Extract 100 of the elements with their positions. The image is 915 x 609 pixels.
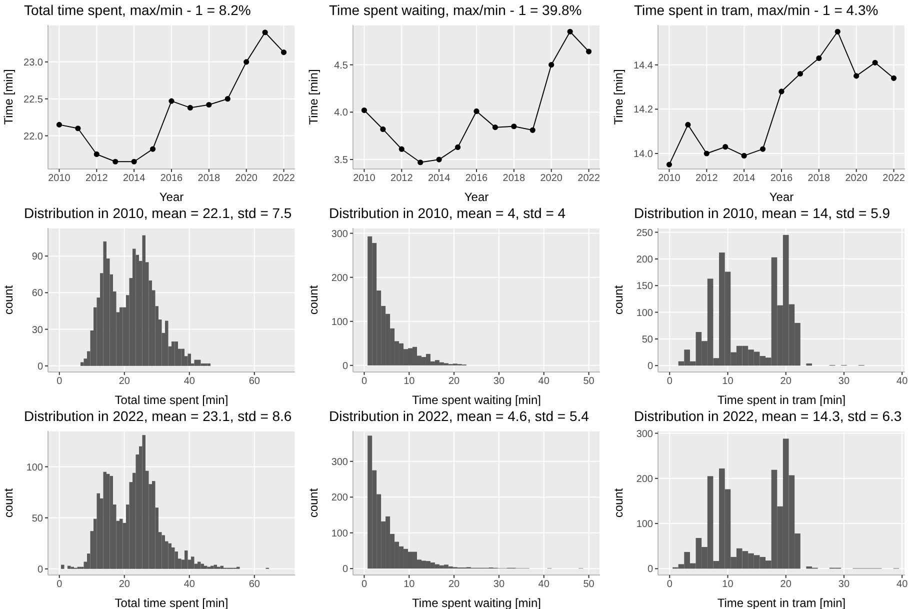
- x-tick-label: 2022: [882, 173, 906, 184]
- chart-title: Time spent in tram, max/min - 1 = 4.3%: [633, 1, 880, 20]
- y-axis-title: Time [min]: [306, 69, 320, 125]
- y-tick-label: 200: [636, 254, 654, 266]
- x-tick-label: 20: [780, 376, 792, 388]
- x-tick-label: 2014: [122, 173, 146, 184]
- y-tick-label: 0: [37, 564, 44, 576]
- x-tick-label: 20: [118, 376, 130, 388]
- y-tick-label: 200: [636, 474, 654, 485]
- chart-title: Time spent waiting, max/min - 1 = 39.8%: [328, 1, 583, 20]
- x-tick-label: 50: [583, 376, 595, 388]
- y-tick-label: 22.5: [24, 94, 44, 106]
- x-tick-label: 0: [666, 579, 673, 590]
- y-tick-label: 22.0: [24, 131, 44, 142]
- x-axis-title: Year: [769, 190, 794, 204]
- x-tick-label: 2020: [235, 173, 258, 184]
- x-tick-label: 10: [722, 376, 734, 388]
- x-tick-label: 0: [56, 579, 63, 590]
- x-axis-title: Year: [159, 190, 184, 204]
- x-tick-label: 2018: [198, 173, 220, 184]
- chart-title: Distribution in 2010, mean = 22.1, std = 7.5: [23, 204, 293, 223]
- x-tick-label: 40: [184, 376, 196, 388]
- x-tick-label: 30: [838, 579, 850, 590]
- x-tick-label: 2020: [540, 173, 563, 184]
- y-tick-label: 14.4: [634, 60, 654, 72]
- x-tick-label: 2010: [353, 173, 376, 184]
- x-tick-label: 20: [448, 579, 460, 590]
- y-tick-label: 14.0: [634, 149, 654, 160]
- y-tick-label: 0: [647, 361, 654, 372]
- chart-title: Distribution in 2022, mean = 4.6, std = 5.4: [328, 407, 590, 426]
- x-tick-label: 50: [583, 579, 595, 590]
- y-axis-title: count: [306, 488, 320, 518]
- x-tick-label: 40: [184, 579, 196, 590]
- x-tick-label: 2018: [502, 173, 526, 184]
- y-tick-label: 100: [331, 528, 348, 540]
- x-tick-label: 2012: [696, 173, 718, 184]
- y-tick-label: 4.0: [334, 108, 348, 119]
- y-tick-label: 60: [32, 288, 44, 300]
- x-tick-label: 40: [538, 376, 550, 388]
- x-tick-label: 60: [248, 376, 260, 388]
- x-tick-label: 40: [896, 579, 908, 590]
- x-tick-label: 2014: [732, 173, 756, 184]
- chart-title: Distribution in 2010, mean = 4, std = 4: [328, 204, 567, 223]
- x-tick-label: 30: [838, 376, 850, 388]
- y-tick-label: 200: [331, 492, 348, 504]
- chart-title: Distribution in 2022, mean = 23.1, std = 8.6: [23, 407, 293, 426]
- x-tick-label: 2020: [845, 173, 868, 184]
- x-tick-label: 2022: [272, 173, 296, 184]
- y-tick-label: 150: [636, 281, 654, 292]
- x-tick-label: 2012: [390, 173, 414, 184]
- y-axis-title: count: [1, 284, 16, 315]
- x-tick-label: 0: [361, 376, 368, 388]
- y-tick-label: 0: [342, 360, 348, 372]
- y-axis-title: Time [min]: [1, 69, 16, 125]
- x-tick-label: 60: [248, 579, 260, 590]
- x-tick-label: 10: [722, 579, 734, 590]
- chart-title: Total time spent, max/min - 1 = 8.2%: [23, 1, 252, 20]
- y-tick-label: 23.0: [24, 57, 44, 68]
- x-tick-label: 30: [493, 376, 505, 388]
- y-tick-label: 30: [32, 324, 44, 336]
- y-tick-label: 300: [331, 228, 348, 240]
- x-tick-label: 2022: [578, 173, 600, 184]
- x-tick-label: 40: [896, 376, 908, 388]
- x-tick-label: 2016: [160, 173, 184, 184]
- x-tick-label: 20: [448, 376, 460, 388]
- x-tick-label: 2014: [428, 173, 451, 184]
- y-tick-label: 100: [636, 308, 654, 319]
- y-tick-label: 0: [647, 564, 654, 576]
- y-tick-label: 0: [37, 361, 44, 372]
- x-tick-label: 0: [666, 376, 673, 388]
- y-tick-label: 90: [32, 252, 44, 263]
- x-axis-title: Year: [464, 190, 489, 204]
- x-tick-label: 10: [404, 376, 416, 388]
- y-tick-label: 50: [642, 334, 654, 346]
- y-axis-title: count: [611, 488, 626, 518]
- y-tick-label: 300: [331, 456, 348, 468]
- y-tick-label: 3.5: [334, 155, 348, 166]
- x-tick-label: 2016: [465, 173, 488, 184]
- y-axis-title: count: [611, 284, 626, 315]
- x-tick-label: 2012: [86, 173, 108, 184]
- y-axis-title: count: [306, 284, 320, 315]
- chart-title: Distribution in 2010, mean = 14, std = 5.9: [633, 204, 892, 223]
- y-tick-label: 100: [331, 316, 348, 328]
- y-tick-label: 50: [32, 513, 44, 524]
- x-tick-label: 0: [56, 376, 63, 388]
- y-axis-title: count: [1, 488, 16, 518]
- y-tick-label: 100: [26, 462, 44, 474]
- y-tick-label: 100: [636, 519, 654, 530]
- y-tick-label: 4.5: [334, 60, 348, 72]
- x-tick-label: 30: [493, 579, 505, 590]
- y-tick-label: 300: [636, 428, 654, 440]
- x-tick-label: 2010: [658, 173, 681, 184]
- y-tick-label: 200: [331, 272, 348, 284]
- y-tick-label: 250: [636, 228, 654, 239]
- x-tick-label: 2018: [808, 173, 830, 184]
- x-tick-label: 2010: [48, 173, 71, 184]
- x-tick-label: 10: [404, 579, 416, 590]
- x-tick-label: 0: [361, 579, 368, 590]
- x-tick-label: 2016: [770, 173, 794, 184]
- x-tick-label: 20: [780, 579, 792, 590]
